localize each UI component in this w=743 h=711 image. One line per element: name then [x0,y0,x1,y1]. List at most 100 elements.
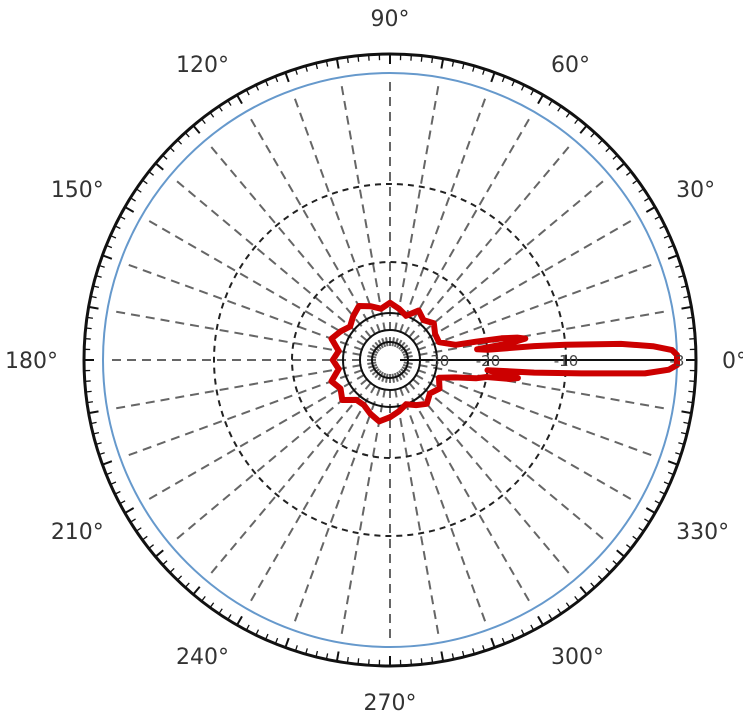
frame-tick-mark [626,171,632,176]
frame-tick-mark [255,84,260,91]
frame-tick-mark [686,316,694,319]
frame-tick-mark [236,94,243,105]
frame-tick-mark [98,452,105,456]
frame-tick-mark [110,481,117,486]
frame-tick-mark [683,421,690,425]
frame-tick-mark [114,490,121,495]
frame-tick-mark [357,55,360,62]
frame-tick-mark [632,535,638,541]
radial-tick-label: -10 [554,352,579,370]
angle-tick-label: 150° [51,178,104,203]
frame-tick-mark [565,112,571,118]
frame-tick-mark [274,76,279,83]
frame-tick-mark [98,264,105,268]
frame-tick-mark [92,431,100,435]
frame-tick-mark [90,295,97,299]
frame-tick-mark [579,586,588,596]
radial-tick-label: -20 [476,352,501,370]
frame-tick-mark [274,637,279,644]
frame-tick-mark [92,285,100,289]
frame-tick-mark [597,575,604,581]
angle-tick-label: 180° [5,349,58,374]
frame-tick-mark [420,55,423,62]
frame-tick-mark [201,596,206,602]
frame-tick-mark [511,633,516,640]
frame-tick-mark [85,390,92,393]
frame-tick-mark [680,285,688,289]
frame-tick-mark [245,89,250,96]
frame-tick-mark [148,171,154,176]
frame-tick-mark [315,62,319,70]
frame-tick-mark [325,653,329,660]
frame-tick-mark [420,658,423,665]
frame-tick-mark [325,60,329,67]
frame-tick-mark [88,410,99,415]
frame-tick-mark [162,154,168,160]
frame-tick-mark [162,560,168,566]
frame-tick-mark [294,645,298,652]
polar-grid [107,77,675,643]
frame-tick-mark [565,602,571,608]
frame-tick-mark [678,442,685,445]
radial-tick-label: -30 [425,352,450,370]
frame-tick-mark [537,94,544,105]
frame-tick-mark [490,72,496,83]
angle-tick-label: 330° [676,520,729,545]
frame-tick-mark [659,490,666,495]
frame-tick-mark [85,327,92,330]
frame-tick-mark [264,633,269,640]
frame-tick-mark [688,327,695,330]
frame-tick-mark [574,118,579,124]
frame-tick-mark [574,596,579,602]
frame-tick-mark [305,648,308,655]
frame-tick-mark [90,421,97,425]
frame-tick-mark [86,401,94,404]
angular-grid-line [123,363,378,458]
frame-tick-mark [663,481,670,486]
frame-tick-mark [176,575,183,581]
frame-tick-mark [284,72,290,83]
frame-tick-mark [511,80,516,87]
frame-tick-mark [201,118,206,124]
angle-tick-label: 240° [176,645,229,670]
frame-tick-mark [490,637,496,648]
frame-tick-mark [227,100,232,106]
frame-tick-mark [106,471,113,476]
angular-grid-line [393,93,488,348]
frame-tick-mark [135,188,142,193]
frame-tick-mark [335,58,340,69]
angular-grid-line [403,309,669,359]
frame-tick-mark [294,68,298,75]
frame-tick-mark [590,582,596,588]
frame-tick-mark [472,65,475,72]
frame-tick-mark [86,316,94,319]
frame-tick-mark [88,305,99,310]
frame-tick-mark [106,244,113,249]
frame-tick-mark [335,651,340,662]
frame-tick-mark [114,225,121,230]
frame-tick-mark [154,549,164,558]
frame-tick-mark [440,651,445,662]
frame-tick-mark [616,162,626,171]
frame-tick-mark [501,637,506,644]
frame-tick-mark [638,188,645,193]
frame-tick-mark [681,410,692,415]
frame-tick-mark [148,544,154,549]
frame-tick-mark [645,206,656,213]
frame-tick-mark [616,549,626,558]
frame-tick-mark [305,65,308,72]
frame-tick-mark [605,146,611,153]
angle-labels: -30 -20 -10 -3 0° 30° 60° 90° 120° 150° 180° 210° 24… [5,7,743,711]
frame-tick-mark [135,527,142,532]
frame-tick-mark [130,518,136,523]
frame-tick-mark [520,84,525,91]
frame-tick-mark [451,60,455,67]
frame-tick-mark [530,89,535,96]
radial-tick-label: -3 [670,352,685,370]
frame-tick-mark [548,614,553,620]
angular-grid-line [393,372,488,627]
frame-tick-mark [557,105,562,112]
angle-tick-label: 210° [51,520,104,545]
frame-tick-mark [663,234,670,239]
frame-tick-mark [530,624,535,631]
